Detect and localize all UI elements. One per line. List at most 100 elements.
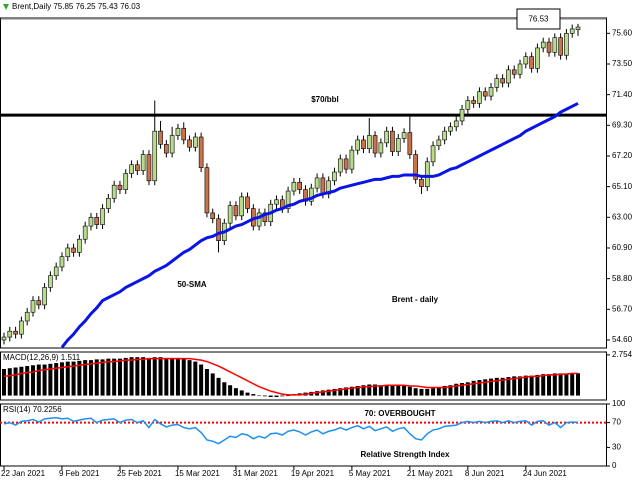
macd-bar [454,383,459,396]
macd-bar [274,395,279,398]
candle-body [564,33,569,56]
macd-bar [257,395,262,397]
y-tick-label: 69.30 [612,120,633,129]
macd-bar [65,361,70,396]
panel-title: MACD(12,26,9) 1.511 [3,353,81,362]
candle-body [517,63,523,75]
candle-body [135,164,140,171]
macd-bar [36,364,41,396]
macd-bar [541,374,546,396]
y-tick-label: 58.80 [612,274,633,283]
macd-bar [42,364,47,396]
macd-bar [576,373,580,396]
last-price-box [516,8,561,30]
macd-bar [233,388,238,396]
candle-body [274,199,279,205]
candle-body [129,164,134,174]
macd-bar [262,395,267,397]
macd-bar [460,383,465,396]
macd-bar [48,363,53,396]
macd-bar [54,363,59,396]
macd-bar [442,385,447,396]
last-price-label: 76.53 [528,15,549,24]
x-tick-label: 19 Apr 2021 [291,469,335,478]
candle-body [523,56,529,65]
macd-bar [30,365,35,396]
y-tick-label: 70 [612,418,621,427]
signal-line [3,357,578,396]
candle-body [430,145,436,163]
macd-bar [552,373,557,396]
candle-body [494,78,500,88]
candle-body [488,87,494,97]
y-tick-label: 100 [612,399,626,408]
candle-body [204,167,210,214]
macd-bar [378,385,383,396]
rsi-line [3,416,579,445]
candle-body [59,256,65,268]
macd-bar [332,388,337,396]
level-label: $70/bbl [311,95,339,104]
macd-bar [106,358,111,396]
candle-body [111,184,117,199]
macd-bar [19,366,24,396]
y-tick-label: 63.00 [612,212,633,221]
macd-bar [77,360,82,396]
candle-body [187,139,192,148]
candle-body [407,132,413,155]
candle-body [320,177,326,195]
candle-body [419,179,424,187]
candle-body [227,205,233,224]
candle-body [436,139,442,147]
macd-bar [13,367,18,396]
candle-body [100,208,105,225]
macd-bar [141,357,146,396]
candle-body [314,177,320,189]
macd-bar [71,361,76,396]
macd-bar [59,362,64,396]
macd-bar [94,359,99,396]
macd-bar [523,375,528,396]
y-tick-label: 2.754 [612,350,633,359]
candle-body [53,266,59,277]
macd-bar [123,357,128,396]
macd-bar [2,368,6,396]
candle-body [140,154,146,171]
macd-bar [431,388,436,396]
macd-bar [349,386,354,396]
watermark: Brent - daily [392,295,439,304]
macd-bar [164,357,169,396]
candle-body [384,130,389,144]
macd-bar [83,360,88,396]
macd-bar [483,379,488,396]
macd-bar [170,357,175,396]
candle-body [19,320,24,335]
macd-bar [216,377,221,396]
macd-bar [239,390,244,396]
macd-bar [117,358,122,396]
candle-body [210,212,216,220]
x-tick-label: 5 May 2021 [349,469,391,478]
macd-bar [512,376,517,396]
macd-bar [245,392,250,396]
candle-body [500,78,505,84]
candle-body [471,100,476,104]
candle-body [575,26,581,30]
macd-bar [355,385,360,396]
y-tick-label: 71.40 [612,90,633,99]
x-tick-label: 8 Jun 2021 [465,469,505,478]
candle-body [506,69,511,84]
macd-bar [361,385,366,396]
candle-body [106,198,111,209]
candle-body [7,330,13,338]
annotation: Relative Strength Index [361,450,450,459]
macd-bar [181,358,186,396]
candle-body [233,205,239,217]
macd-bar [7,368,12,396]
candle-body [285,190,291,209]
candle-body [88,217,94,227]
candle-body [477,91,482,104]
candle-body [448,126,453,132]
y-tick-label: 65.10 [612,182,633,191]
